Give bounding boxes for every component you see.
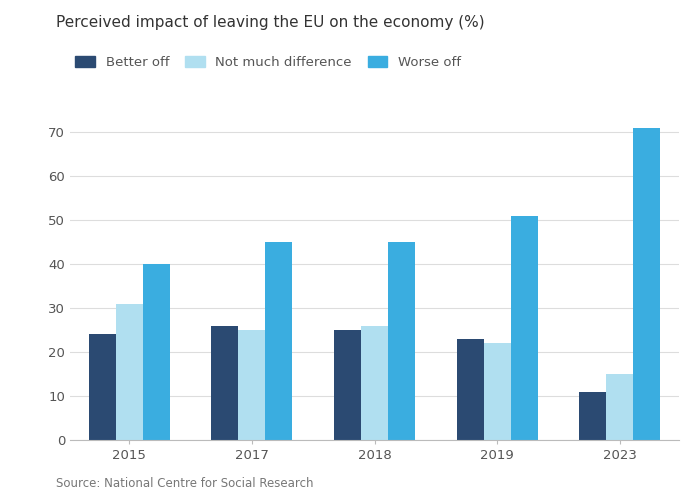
Text: Source: National Centre for Social Research: Source: National Centre for Social Resea…: [56, 477, 314, 490]
Legend: Better off, Not much difference, Worse off: Better off, Not much difference, Worse o…: [70, 50, 466, 74]
Text: Perceived impact of leaving the EU on the economy (%): Perceived impact of leaving the EU on th…: [56, 15, 484, 30]
Bar: [579, 392, 606, 440]
Bar: [116, 304, 143, 440]
Bar: [456, 339, 484, 440]
Bar: [211, 326, 239, 440]
Bar: [388, 242, 415, 440]
Bar: [634, 128, 660, 440]
Bar: [265, 242, 293, 440]
Bar: [361, 326, 388, 440]
Bar: [484, 343, 510, 440]
Bar: [606, 374, 634, 440]
Bar: [143, 264, 170, 440]
Bar: [510, 216, 538, 440]
Bar: [239, 330, 265, 440]
Bar: [334, 330, 361, 440]
Bar: [89, 334, 116, 440]
